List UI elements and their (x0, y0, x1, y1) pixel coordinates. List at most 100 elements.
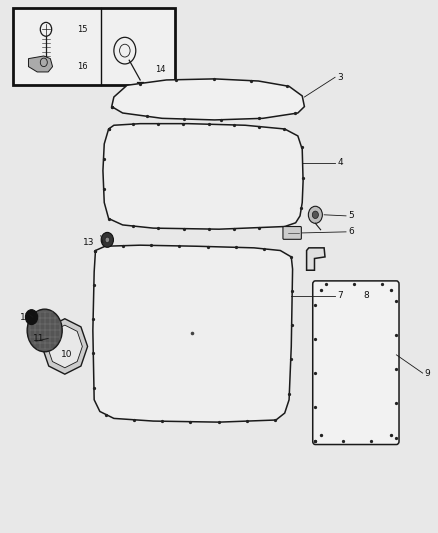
Text: 9: 9 (425, 369, 431, 377)
Point (243, 417, 250, 425)
Point (312, 437, 319, 446)
Point (393, 331, 400, 340)
Point (255, 122, 262, 131)
Point (288, 321, 295, 329)
Text: 4: 4 (337, 158, 343, 167)
Point (215, 418, 222, 426)
Point (218, 116, 225, 124)
Point (131, 416, 138, 424)
Bar (13, 8, 175, 85)
Point (105, 125, 112, 133)
Point (210, 75, 217, 83)
Circle shape (27, 309, 62, 352)
Point (393, 297, 400, 305)
Circle shape (101, 232, 113, 247)
Point (92, 246, 99, 255)
Point (351, 280, 358, 288)
Point (340, 437, 347, 446)
Point (368, 437, 375, 446)
Polygon shape (307, 248, 325, 270)
Point (120, 241, 127, 250)
Point (317, 431, 324, 439)
Point (173, 76, 180, 84)
Point (103, 410, 110, 419)
Point (379, 280, 386, 288)
Point (90, 280, 97, 289)
Point (287, 253, 294, 261)
Polygon shape (103, 124, 303, 229)
Point (312, 301, 319, 309)
Text: 6: 6 (348, 228, 354, 236)
Point (230, 120, 237, 129)
Point (272, 416, 279, 424)
Point (108, 102, 115, 111)
Point (323, 280, 330, 288)
Point (187, 417, 194, 426)
FancyBboxPatch shape (313, 281, 399, 445)
Point (247, 76, 254, 85)
Point (312, 403, 319, 411)
Text: 16: 16 (77, 62, 87, 71)
FancyBboxPatch shape (283, 227, 301, 239)
Point (388, 431, 395, 439)
Point (92, 246, 99, 255)
Point (180, 119, 187, 128)
Point (204, 243, 211, 251)
Point (261, 245, 268, 253)
Polygon shape (93, 245, 293, 422)
Circle shape (105, 237, 110, 243)
Point (100, 185, 107, 193)
Point (393, 433, 400, 442)
Point (298, 143, 305, 152)
Point (281, 222, 288, 231)
Point (148, 241, 155, 249)
Point (136, 79, 143, 88)
Point (284, 82, 291, 90)
Point (159, 417, 166, 425)
Point (317, 286, 324, 295)
Text: 13: 13 (83, 238, 95, 247)
Point (280, 125, 287, 133)
Point (106, 214, 113, 223)
Point (289, 287, 296, 295)
Point (180, 224, 187, 233)
Point (292, 109, 299, 118)
Point (205, 120, 212, 128)
Point (312, 437, 319, 446)
Point (181, 115, 188, 123)
Point (155, 119, 162, 128)
Point (176, 241, 183, 250)
Point (188, 329, 195, 337)
Circle shape (25, 310, 38, 325)
Point (90, 315, 97, 324)
Text: 7: 7 (337, 292, 343, 300)
Text: 15: 15 (77, 25, 87, 34)
Point (108, 102, 115, 111)
Point (232, 243, 239, 252)
Point (130, 222, 137, 230)
Polygon shape (28, 56, 53, 72)
Text: 14: 14 (155, 65, 166, 74)
Point (255, 114, 262, 123)
Point (130, 120, 137, 128)
Point (230, 224, 237, 233)
Point (393, 365, 400, 374)
Polygon shape (112, 79, 304, 120)
Text: 11: 11 (33, 334, 44, 343)
Point (144, 112, 151, 120)
Point (90, 383, 97, 392)
Point (205, 225, 212, 233)
Text: 8: 8 (364, 292, 369, 300)
Point (100, 155, 107, 163)
Text: 5: 5 (348, 212, 354, 220)
Point (287, 355, 294, 364)
Circle shape (312, 211, 318, 219)
Point (155, 224, 162, 232)
Point (105, 125, 112, 133)
Text: 10: 10 (61, 350, 73, 359)
Point (388, 286, 395, 295)
Polygon shape (47, 325, 82, 368)
Point (90, 349, 97, 358)
Point (312, 335, 319, 343)
Point (312, 369, 319, 377)
